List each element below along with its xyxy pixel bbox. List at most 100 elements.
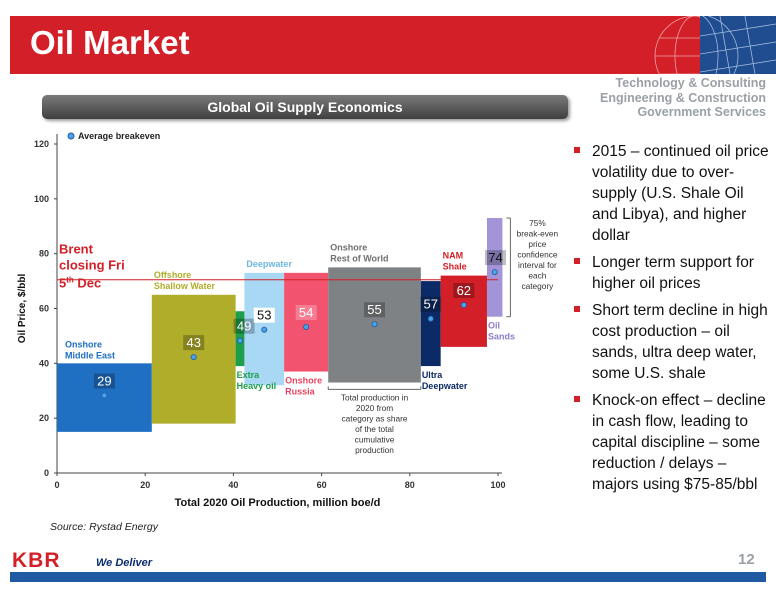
y-tick-label: 60 xyxy=(39,304,49,314)
supply-bar xyxy=(284,272,329,372)
breakeven-label: 53 xyxy=(257,308,271,323)
page-title: Oil Market xyxy=(30,24,190,61)
header-bar xyxy=(10,16,700,74)
bullet-icon xyxy=(574,147,580,153)
confidence-note: price xyxy=(528,239,546,249)
breakeven-box xyxy=(484,250,506,266)
production-note: production xyxy=(355,445,394,455)
y-tick-label: 40 xyxy=(39,358,49,368)
chart-bars xyxy=(57,218,503,432)
legend-marker xyxy=(67,132,75,140)
y-tick-label: 20 xyxy=(39,413,49,423)
category-label: Sands xyxy=(488,332,515,342)
bullet-list: 2015 – continued oil price volatility du… xyxy=(572,141,772,501)
brent-label: Brent xyxy=(59,242,94,257)
x-tick-label: 60 xyxy=(317,480,327,490)
breakeven-label: 49 xyxy=(237,319,251,334)
confidence-note: 75% xyxy=(529,218,546,228)
brent-label: closing Fri xyxy=(59,258,125,273)
chart-axes: 0 20 40 60 80 100 120 0 20 40 60 80 100 Total 2020 Oi… xyxy=(17,134,506,509)
category-label: Extra xyxy=(237,370,261,380)
bullet-text: Longer term support for higher oil price… xyxy=(592,254,754,292)
service-line: Technology & Consulting xyxy=(615,76,766,90)
production-note: category as share xyxy=(342,413,408,423)
x-tick-label: 20 xyxy=(140,480,150,490)
breakeven-marker xyxy=(101,392,108,399)
x-tick-label: 40 xyxy=(228,480,238,490)
bullet-item: Knock-on effect – decline in cash flow, … xyxy=(572,390,772,495)
breakeven-label: 54 xyxy=(299,305,313,320)
breakeven-label: 43 xyxy=(186,335,200,350)
category-label: Rest of World xyxy=(330,253,388,263)
y-tick-label: 0 xyxy=(44,468,49,478)
chart-svg: 0 20 40 60 80 100 120 0 20 40 60 80 100 Total 2020 Oi… xyxy=(17,131,559,509)
category-label: Heavy oil xyxy=(237,381,277,391)
legend-label: Average breakeven xyxy=(78,131,160,141)
production-note: cumulative xyxy=(355,434,395,444)
category-label: Deepwater xyxy=(422,381,468,391)
breakeven-box xyxy=(364,302,386,318)
breakeven-marker xyxy=(371,321,378,328)
page-number: 12 xyxy=(738,551,755,568)
service-line: Government Services xyxy=(637,105,766,119)
tagline: We Deliver xyxy=(96,557,153,569)
y-tick-label: 100 xyxy=(34,194,49,204)
confidence-note: category xyxy=(521,281,554,291)
breakeven-box xyxy=(183,335,205,351)
breakeven-box xyxy=(420,296,442,312)
category-label: Shallow Water xyxy=(154,281,216,291)
service-line: Engineering & Construction xyxy=(600,90,766,105)
supply-chart: 0 20 40 60 80 100 120 0 20 40 60 80 100 Total 2020 Oi… xyxy=(10,122,570,517)
production-note: Total production in xyxy=(341,392,409,402)
breakeven-box xyxy=(253,307,275,323)
category-label: Oil xyxy=(488,321,500,331)
footer-bar xyxy=(10,572,766,582)
breakeven-label: 57 xyxy=(424,297,438,312)
category-label: Deepwater xyxy=(246,259,292,269)
breakeven-box xyxy=(93,373,115,389)
category-label: Onshore xyxy=(65,339,102,349)
confidence-note: break-even xyxy=(517,229,559,239)
supply-bar xyxy=(440,275,487,347)
services-list: Technology & Consulting Engineering & Co… xyxy=(600,76,766,120)
category-label: Shale xyxy=(443,262,467,272)
x-tick-label: 80 xyxy=(405,480,415,490)
category-label: Offshore xyxy=(154,270,192,280)
category-label: Onshore xyxy=(330,242,367,252)
bullet-item: Longer term support for higher oil price… xyxy=(572,252,772,294)
breakeven-label: 55 xyxy=(367,302,381,317)
supply-bar xyxy=(486,218,503,317)
breakeven-marker xyxy=(460,302,467,309)
y-tick-label: 120 xyxy=(34,139,49,149)
y-tick-label: 80 xyxy=(39,249,49,259)
bullet-text: 2015 – continued oil price volatility du… xyxy=(592,143,769,244)
bullet-icon xyxy=(574,258,580,264)
category-label: Middle East xyxy=(65,350,115,360)
confidence-note: confidence xyxy=(517,250,558,260)
bullet-text: Knock-on effect – decline in cash flow, … xyxy=(592,392,766,493)
breakeven-marker xyxy=(427,315,434,322)
kbr-logo: KBR xyxy=(12,549,61,572)
x-tick-label: 0 xyxy=(54,480,59,490)
breakeven-marker xyxy=(190,354,197,361)
production-note: 2020 from xyxy=(356,403,393,413)
globe-icon xyxy=(700,16,776,74)
bullet-item: Short term decline in high cost producti… xyxy=(572,300,772,384)
y-axis-title: Oil Price, $/bbl xyxy=(17,274,28,344)
category-label: Ultra xyxy=(422,370,443,380)
breakeven-box xyxy=(233,318,255,334)
globe-graphic xyxy=(600,16,700,74)
confidence-note: each xyxy=(528,271,546,281)
bullet-text: Short term decline in high cost producti… xyxy=(592,302,768,382)
breakeven-marker xyxy=(261,326,268,333)
category-label: Russia xyxy=(285,387,316,397)
bullet-icon xyxy=(574,306,580,312)
confidence-note: interval for xyxy=(518,260,557,270)
breakeven-marker xyxy=(491,269,498,276)
breakeven-marker xyxy=(237,337,244,344)
category-label: Onshore xyxy=(285,376,322,386)
breakeven-box xyxy=(453,283,475,299)
breakeven-label: 74 xyxy=(488,250,502,265)
breakeven-box xyxy=(295,304,317,320)
